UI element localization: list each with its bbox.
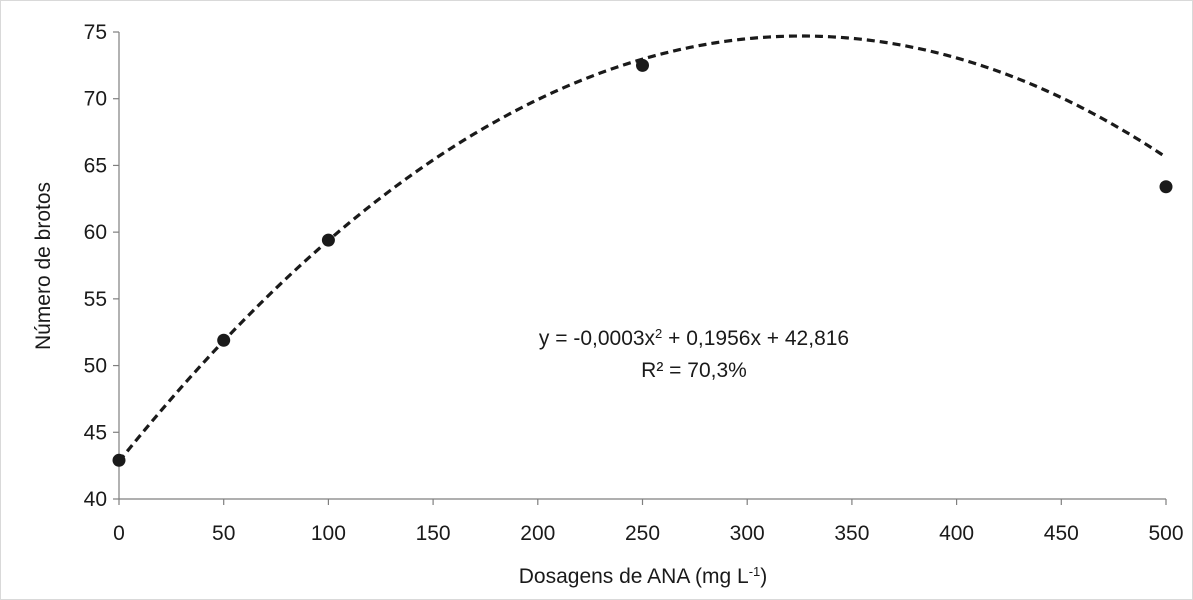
data-point: [636, 58, 649, 72]
equation-superscript: 2: [655, 326, 662, 341]
y-tick-label: 65: [84, 154, 107, 177]
y-tick-label: 60: [84, 221, 107, 244]
equation-suffix: + 0,1956x + 42,816: [662, 327, 849, 350]
y-axis-ticks: 40 45 50 55 60 65 70 75: [84, 21, 119, 511]
y-tick-label: 55: [84, 288, 107, 311]
y-tick-label: 45: [84, 421, 107, 444]
x-tick-label: 50: [212, 522, 235, 545]
x-axis-title: Dosagens de ANA (mg L-1): [519, 564, 768, 589]
data-point: [321, 233, 335, 247]
data-points: [112, 58, 1173, 467]
r-squared-annotation: R² = 70,3%: [641, 359, 747, 382]
equation-annotation: y = -0,0003x2 + 0,1956x + 42,816: [539, 326, 849, 351]
x-tick-label: 450: [1044, 522, 1079, 545]
x-axis-title-suffix: ): [760, 565, 767, 588]
x-axis-title-main: Dosagens de ANA (mg L: [519, 565, 749, 588]
y-tick-label: 70: [84, 88, 107, 111]
x-tick-label: 350: [834, 522, 869, 545]
x-tick-label: 200: [520, 522, 555, 545]
x-axis-ticks: 0 50 100 150 200 250 300 350 400 450 500: [113, 499, 1184, 545]
x-tick-label: 400: [939, 522, 974, 545]
y-tick-label: 50: [84, 355, 107, 378]
x-tick-label: 100: [311, 522, 346, 545]
trendline: [117, 34, 1167, 463]
data-point: [1159, 180, 1173, 194]
data-point: [217, 333, 231, 347]
x-tick-label: 0: [113, 522, 125, 545]
x-axis-title-superscript: -1: [749, 564, 761, 579]
x-tick-label: 500: [1148, 522, 1183, 545]
x-tick-label: 250: [625, 522, 660, 545]
data-point: [112, 453, 126, 467]
x-tick-label: 300: [730, 522, 765, 545]
y-tick-label: 40: [84, 488, 107, 511]
y-axis-title: Número de brotos: [32, 182, 55, 350]
x-tick-label: 150: [416, 522, 451, 545]
equation-prefix: y = -0,0003x: [539, 327, 656, 350]
y-tick-label: 75: [84, 21, 107, 44]
